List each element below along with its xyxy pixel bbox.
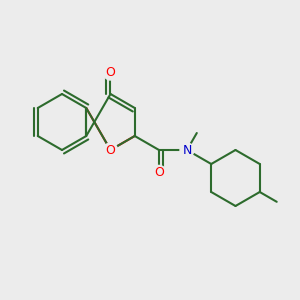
Text: O: O [106, 67, 116, 80]
Text: N: N [182, 143, 192, 157]
Text: O: O [154, 166, 164, 179]
Circle shape [103, 66, 118, 80]
Text: O: O [106, 67, 116, 80]
Circle shape [103, 143, 118, 157]
Text: O: O [154, 166, 164, 179]
Text: O: O [106, 143, 116, 157]
Circle shape [152, 165, 166, 179]
Text: N: N [182, 143, 192, 157]
Circle shape [180, 143, 194, 157]
Text: O: O [106, 143, 116, 157]
